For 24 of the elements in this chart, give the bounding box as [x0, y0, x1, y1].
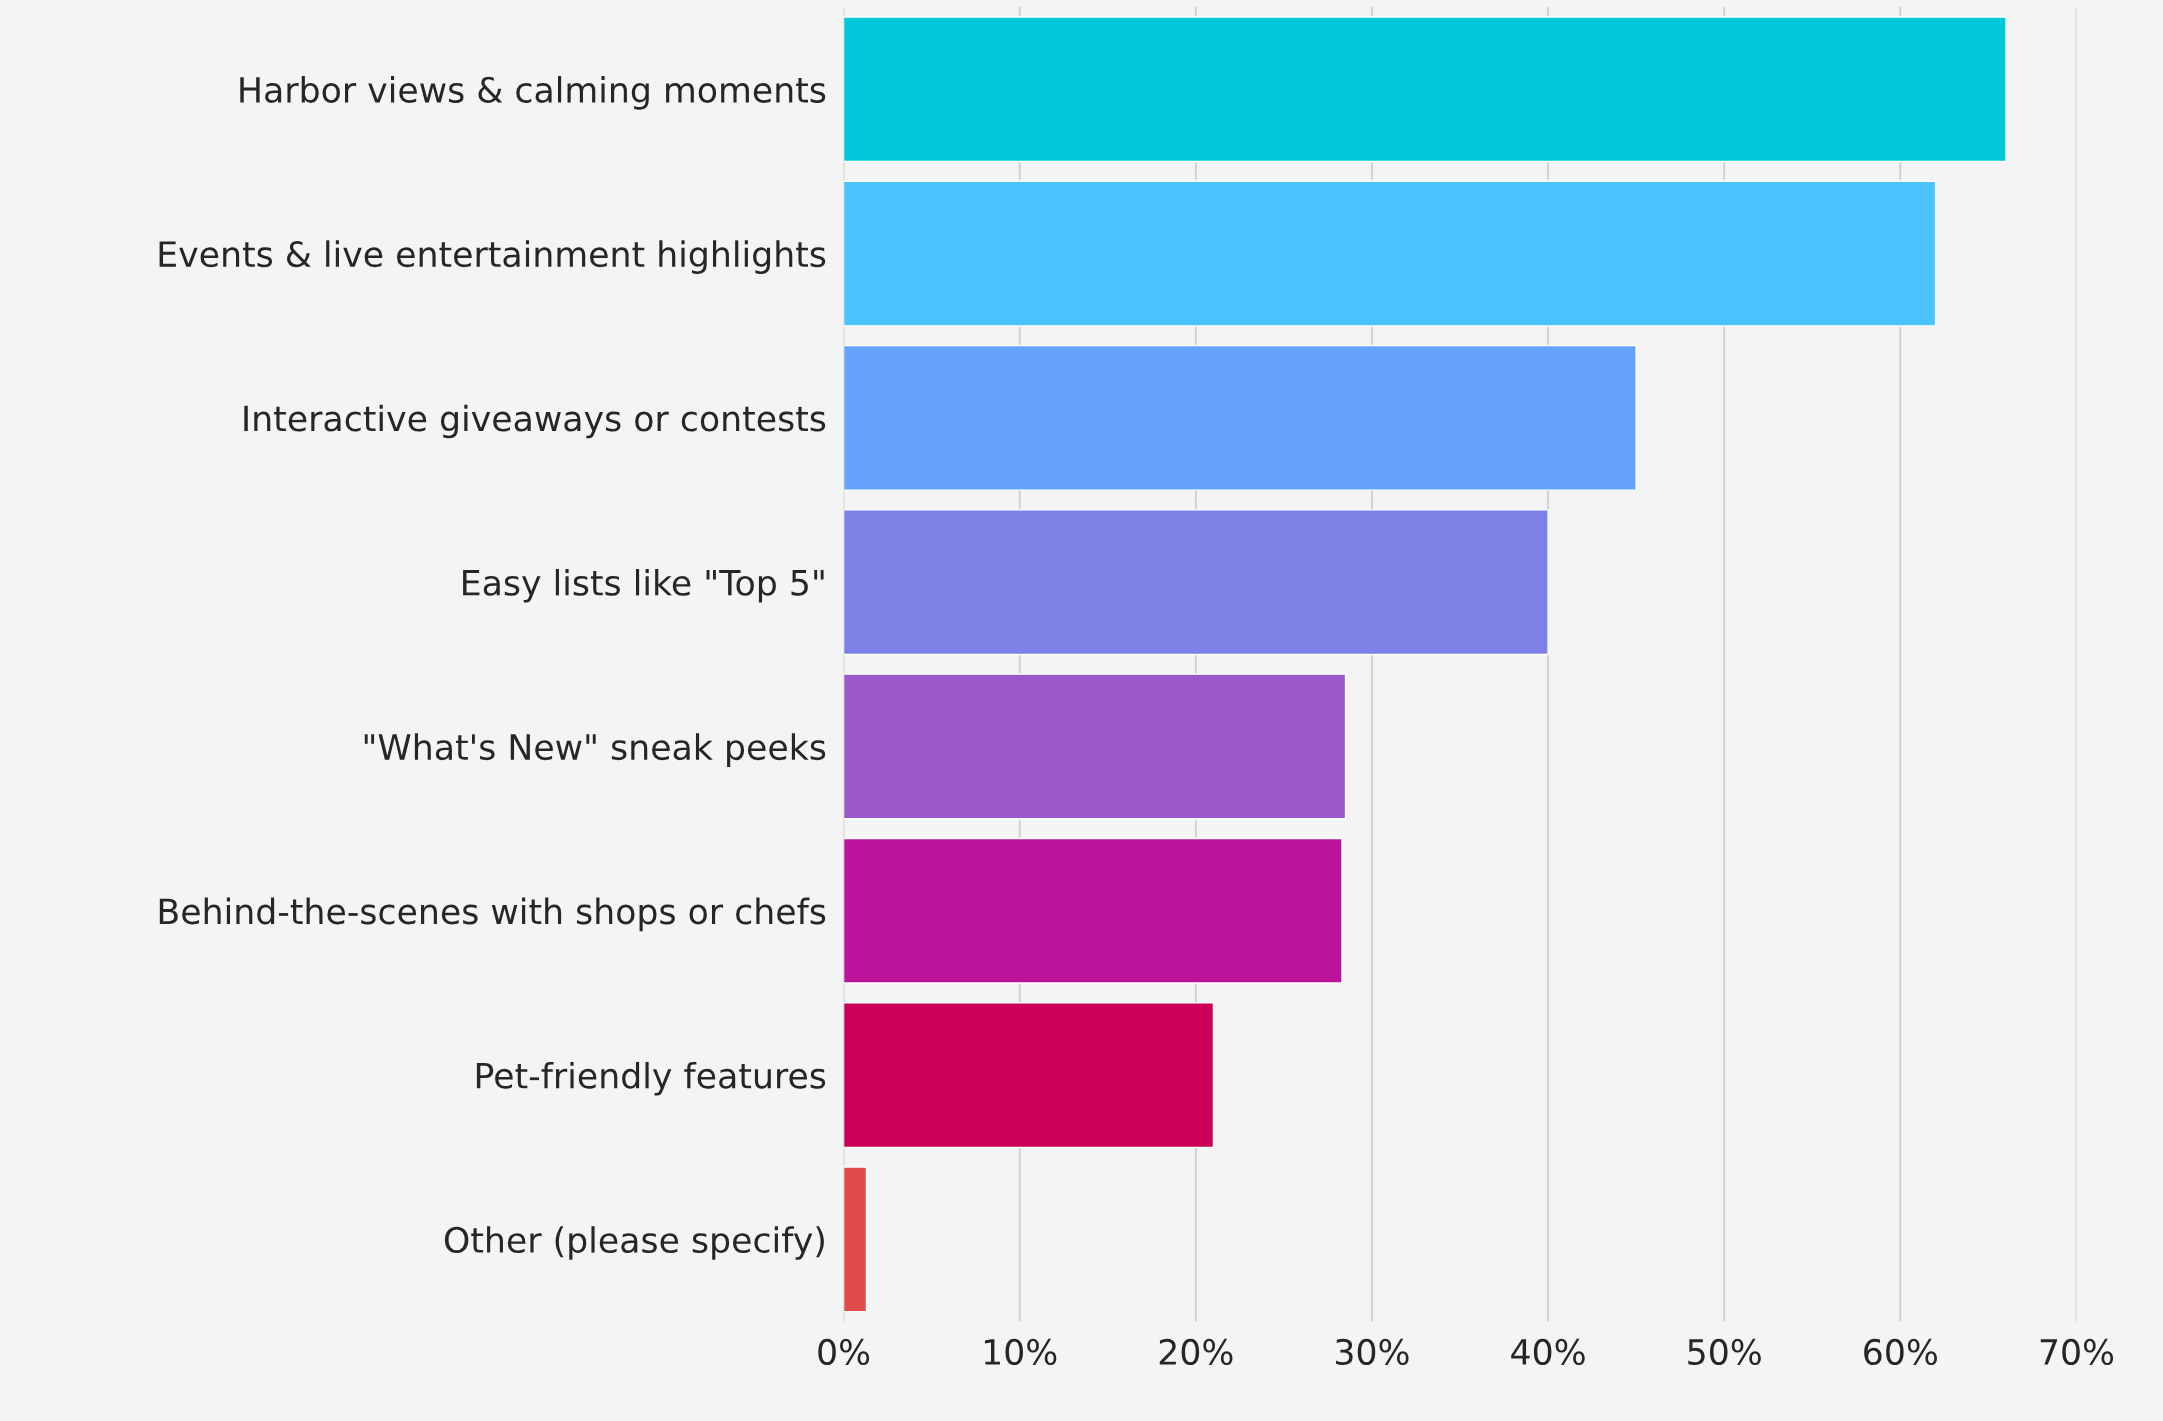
bar	[843, 1166, 868, 1313]
y-tick-label: Easy lists like "Top 5"	[463, 568, 824, 603]
bar	[843, 837, 1343, 984]
y-tick-label: Events & live entertainment highlights	[159, 240, 826, 274]
bar	[843, 16, 2007, 163]
x-tick-label: 50%	[1688, 1338, 1761, 1366]
bar	[843, 509, 1549, 656]
x-tick-label: 20%	[1159, 1338, 1233, 1366]
y-tick-label: "What's New" sneak peeks	[364, 733, 826, 767]
y-tick-label: Other (please specify)	[444, 1226, 824, 1260]
y-tick-label: Behind-the-scenes with shops or chefs	[159, 897, 826, 932]
x-tick-label: 70%	[2040, 1338, 2114, 1366]
y-tick-label: Harbor views & calming moments	[240, 76, 826, 110]
x-tick-label: 10%	[984, 1338, 1057, 1366]
x-tick-label: 30%	[1336, 1338, 1409, 1366]
bar	[843, 180, 1937, 327]
x-tick-label: 0%	[818, 1338, 870, 1366]
y-tick-label: Interactive giveaways or contests	[244, 404, 826, 439]
x-tick-label: 60%	[1864, 1338, 1938, 1366]
bar	[843, 344, 1637, 491]
bar	[843, 1002, 1215, 1149]
y-tick-label: Pet-friendly features	[476, 1061, 826, 1096]
x-tick-label: 40%	[1511, 1338, 1585, 1366]
bar	[843, 673, 1347, 820]
